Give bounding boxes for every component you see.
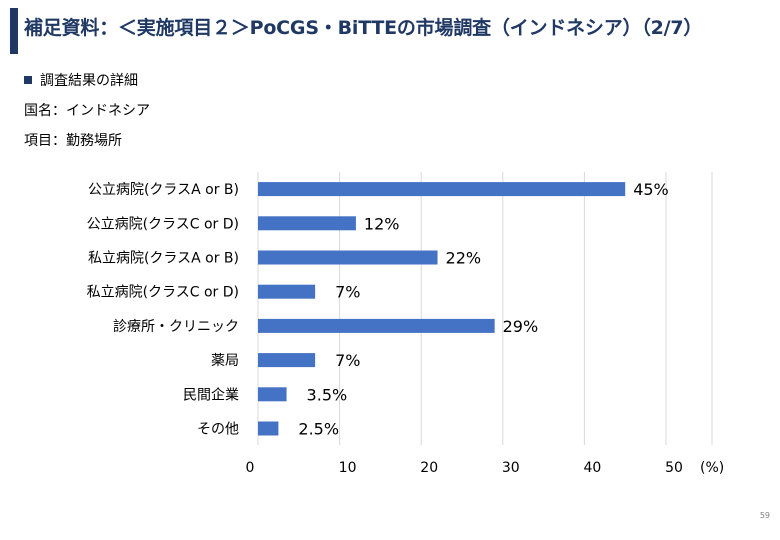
data-label: 7%: [335, 351, 360, 370]
data-label: 2.5%: [298, 420, 339, 439]
bar: [258, 387, 287, 402]
category-label: 薬局: [211, 353, 239, 369]
category-label: 私立病院(クラスA or B): [88, 251, 239, 267]
bar: [258, 421, 279, 436]
bar: [258, 318, 495, 333]
x-tick-label: 10: [339, 460, 357, 476]
x-tick-label: 50: [665, 460, 683, 476]
x-tick-label: 0: [246, 460, 255, 476]
x-tick-label: 30: [502, 460, 520, 476]
x-tick-label: 20: [420, 460, 438, 476]
page-title: 補足資料：＜実施項目２＞PoCGS・BiTTEの市場調査（インドネシア）（2/7…: [24, 17, 703, 39]
country-line: 国名：インドネシア: [24, 103, 150, 119]
page-number: 59: [759, 511, 770, 520]
bar: [258, 182, 626, 197]
bar: [258, 284, 316, 299]
data-label: 45%: [633, 180, 669, 199]
bullet-square-icon: [24, 76, 32, 84]
section-bullet: 調査結果の詳細: [24, 70, 138, 90]
category-label: 公立病院(クラスC or D): [87, 216, 239, 232]
category-label: 私立病院(クラスC or D): [87, 285, 239, 301]
title-accent-bar: [10, 8, 18, 54]
category-label: 民間企業: [183, 386, 239, 403]
x-unit-label: (%): [700, 460, 724, 476]
category-label: その他: [197, 422, 239, 438]
category-label: 公立病院(クラスA or B): [88, 182, 239, 198]
data-label: 29%: [503, 317, 539, 336]
bar: [258, 216, 356, 231]
bar: [258, 353, 316, 368]
section-bullet-label: 調査結果の詳細: [40, 73, 138, 89]
data-label: 7%: [335, 283, 360, 302]
x-tick-label: 40: [583, 460, 601, 476]
category-label: 診療所・クリニック: [113, 318, 239, 335]
data-label: 22%: [446, 249, 482, 268]
bar: [258, 250, 438, 265]
data-label: 12%: [364, 214, 400, 233]
data-label: 3.5%: [307, 385, 348, 404]
item-line: 項目：勤務場所: [24, 133, 122, 149]
